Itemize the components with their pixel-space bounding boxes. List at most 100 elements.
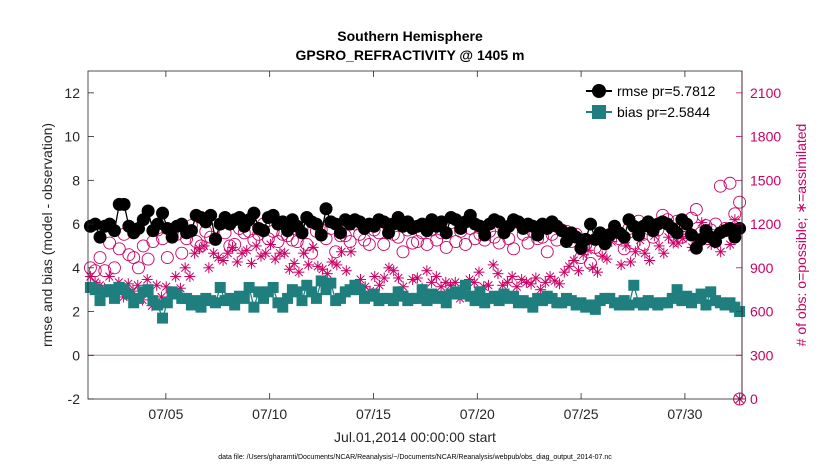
assimilated-point — [449, 276, 461, 288]
bias-point — [248, 301, 260, 313]
assimilated-point — [539, 276, 551, 288]
y-tick-label-right: 1200 — [750, 216, 781, 232]
y-tick-label-right: 0 — [750, 391, 758, 407]
assimilated-point — [473, 266, 485, 278]
bias-point — [306, 286, 318, 298]
legend-rmse-label: rmse pr=5.7812 — [617, 83, 716, 99]
assimilated-point — [715, 246, 727, 258]
bias-point — [623, 299, 635, 311]
assimilated-point — [345, 246, 357, 258]
bias-point — [589, 303, 601, 315]
possible-point — [271, 235, 285, 249]
bias-point — [681, 290, 693, 302]
possible-point — [410, 235, 424, 249]
bias-point — [474, 286, 486, 298]
bias-point — [493, 295, 505, 307]
bias-point — [508, 290, 520, 302]
possible-point — [733, 195, 747, 209]
y-tick-label-right: 1500 — [750, 172, 781, 188]
assimilated-point — [269, 253, 281, 265]
x-axis-label: Jul.01,2014 00:00:00 start — [334, 429, 496, 445]
assimilated-point — [264, 238, 276, 250]
assimilated-point — [568, 255, 580, 267]
assimilated-point — [591, 266, 603, 278]
assimilated-point — [298, 247, 310, 259]
assimilated-point — [227, 241, 239, 253]
rmse-point — [439, 226, 453, 240]
legend-rmse-marker — [592, 84, 606, 98]
data-file-footnote: data file: /Users/gharamti/Documents/NCA… — [218, 454, 612, 461]
assimilated-point — [625, 256, 637, 268]
y-tick-label-left: 0 — [72, 347, 80, 363]
bias-point — [214, 281, 226, 293]
assimilated-point — [530, 272, 542, 284]
rmse-point — [584, 217, 598, 231]
rmse-point — [257, 224, 271, 238]
rmse-point — [531, 228, 545, 242]
possible-point — [160, 251, 174, 265]
possible-point — [189, 235, 203, 249]
assimilated-point — [729, 214, 741, 226]
assimilated-point — [141, 273, 153, 285]
bias-point — [459, 279, 471, 291]
bias-point — [282, 292, 294, 304]
bias-point — [695, 288, 707, 300]
y-tick-label-left: -2 — [68, 391, 81, 407]
assimilated-point — [426, 276, 438, 288]
bias-point — [700, 299, 712, 311]
rmse-point — [333, 226, 347, 240]
rmse-point — [93, 230, 107, 244]
assimilated-point — [184, 271, 196, 283]
rmse-point — [319, 202, 333, 216]
bias-point — [291, 286, 303, 298]
assimilated-point — [260, 247, 272, 259]
possible-point — [132, 261, 145, 275]
bias-point — [152, 299, 164, 311]
assimilated-point — [222, 247, 234, 259]
bias-point — [181, 292, 193, 304]
rmse-point — [295, 226, 309, 240]
chart-subtitle: GPSRO_REFRACTIVITY @ 1405 m — [296, 47, 525, 63]
assimilated-point — [658, 247, 670, 259]
assimilated-point — [644, 255, 656, 267]
y-tick-label-right: 2100 — [750, 85, 781, 101]
possible-point — [723, 176, 737, 190]
assimilated-point — [615, 259, 627, 271]
bias-point — [315, 275, 327, 287]
assimilated-point — [302, 259, 314, 271]
bias-point — [334, 292, 346, 304]
y-tick-label-left: 6 — [72, 216, 80, 232]
assimilated-point — [430, 271, 442, 283]
assimilated-point — [198, 240, 210, 252]
possible-point — [228, 238, 242, 251]
rmse-point — [579, 232, 593, 246]
assimilated-point — [378, 272, 390, 284]
x-tick-label: 07/20 — [460, 406, 495, 422]
assimilated-point — [653, 240, 665, 252]
rmse-point — [165, 230, 179, 244]
bias-point — [469, 295, 481, 307]
possible-point — [107, 261, 121, 275]
y-tick-label-left: 12 — [64, 85, 80, 101]
bias-point — [296, 295, 308, 307]
bias-point — [325, 277, 337, 289]
bias-point — [416, 284, 428, 296]
rmse-point — [107, 224, 121, 238]
rmse-point — [117, 197, 131, 211]
possible-point — [175, 246, 189, 260]
bias-point — [258, 292, 270, 304]
rmse-point — [617, 230, 631, 244]
y-tick-label-left: 4 — [72, 260, 80, 276]
assimilated-point — [411, 272, 423, 284]
x-tick-label: 07/10 — [252, 406, 287, 422]
assimilated-point — [388, 265, 400, 277]
possible-point — [112, 242, 126, 256]
assimilated-point — [241, 244, 253, 256]
bias-point — [89, 284, 101, 296]
y-tick-label-right: 600 — [750, 304, 774, 320]
assimilated-point — [558, 266, 570, 278]
bias-point — [224, 292, 236, 304]
assimilated-point — [506, 271, 518, 283]
assimilated-point — [525, 278, 537, 290]
